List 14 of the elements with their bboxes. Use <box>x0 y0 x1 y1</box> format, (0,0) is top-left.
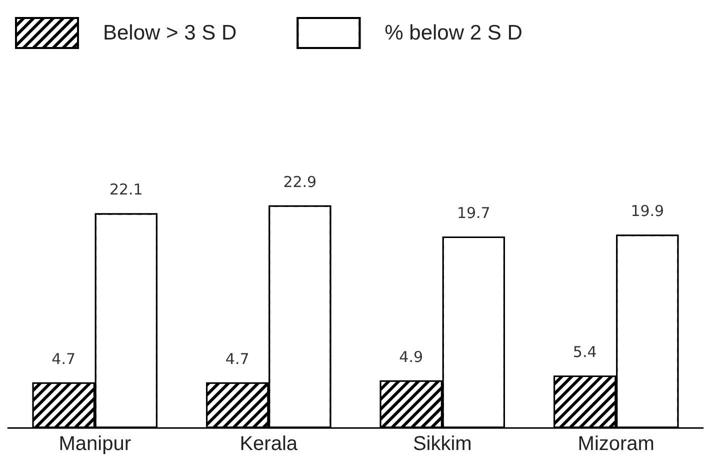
data-label: 22.9 <box>283 172 317 191</box>
data-label: 5.4 <box>572 343 597 362</box>
x-tick-label: Kerala <box>240 433 298 455</box>
data-label: 4.7 <box>225 350 250 368</box>
data-label: 19.9 <box>630 202 664 220</box>
data-label: 4.9 <box>399 348 424 366</box>
x-tick-label: Sikkim <box>412 433 472 455</box>
data-label: 22.1 <box>109 180 143 199</box>
legend-label: Below > 3 S D <box>103 22 237 44</box>
x-tick-label: Manipur <box>58 433 132 455</box>
x-tick-label: Mizoram <box>578 433 654 455</box>
legend-label: % below 2 S D <box>384 22 522 44</box>
data-label: 4.7 <box>52 350 76 368</box>
data-label: 19.7 <box>456 204 490 222</box>
